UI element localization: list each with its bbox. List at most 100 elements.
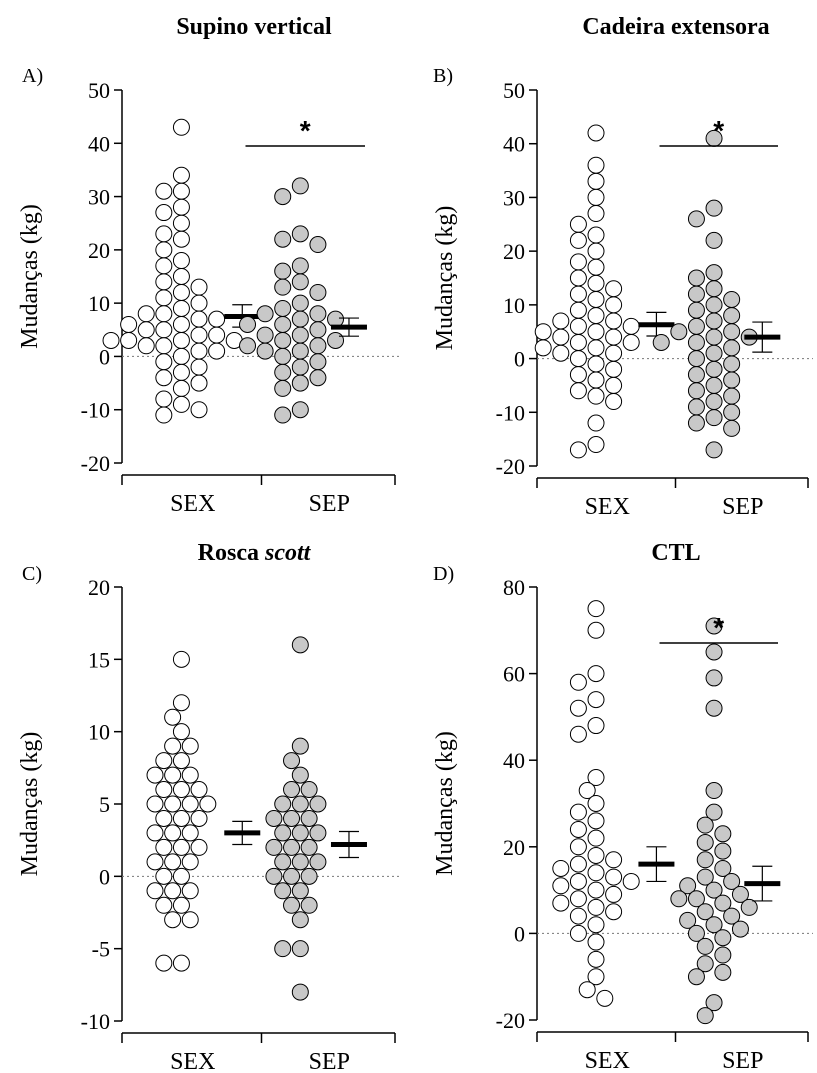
y-tick-label: 60 [503,662,525,687]
data-point [622,317,640,335]
data-point [552,328,570,346]
data-point [569,301,587,319]
data-point [190,838,208,856]
data-point [190,294,208,312]
data-point [587,242,605,260]
data-point [687,350,705,368]
data-point [696,955,714,973]
data-point [155,305,173,323]
data-point [172,694,190,712]
data-point [705,328,723,346]
data-point [605,360,623,378]
y-tick-label: -10 [81,1009,110,1034]
data-point [172,395,190,413]
data-point [190,358,208,376]
data-point [605,280,623,298]
data-point [274,188,292,206]
data-point [190,342,208,360]
data-point [291,294,309,312]
data-point [172,347,190,365]
y-tick-label: 50 [503,78,525,103]
data-point [605,312,623,330]
data-point [172,650,190,668]
y-tick-label: 40 [503,748,525,773]
data-point [300,809,318,827]
data-point [696,816,714,834]
panel-3: Rosca scott C) -10 -5 0 5 10 15 20 Mudanças (kg) SE… [17,540,400,1073]
data-point [569,253,587,271]
y-tick-label: 0 [99,864,110,889]
data-point [283,867,301,885]
data-point [705,231,723,249]
data-point [723,387,741,405]
data-point [164,911,182,929]
data-point [172,299,190,317]
data-point [687,269,705,287]
data-point [291,225,309,243]
data-point [723,403,741,421]
data-point [155,241,173,259]
data-point [587,205,605,223]
data-point [172,809,190,827]
data-point [605,885,623,903]
data-point [146,766,164,784]
data-point [587,172,605,190]
y-tick-label: 10 [88,291,110,316]
data-point [181,882,199,900]
data-point [587,812,605,830]
panel-2: Cadeira extensora B) -20 -10 0 10 20 30 40 50 Muda… [432,14,813,520]
data-point [587,339,605,357]
data-point [164,737,182,755]
data-point [587,916,605,934]
data-point [587,258,605,276]
significance-marker: * [300,115,311,146]
data-point [687,968,705,986]
x-category-label: SEP [309,491,350,517]
data-point [172,230,190,248]
data-point [190,781,208,799]
data-point [172,954,190,972]
data-point [256,342,274,360]
data-point [274,278,292,296]
data-point [274,262,292,280]
data-point [181,795,199,813]
y-tick-label: 30 [88,185,110,210]
y-tick-label: 30 [503,185,525,210]
data-point [265,867,283,885]
series-SEX [102,118,261,424]
y-tick-label: 80 [503,575,525,600]
data-point [291,326,309,344]
x-category-label: SEX [170,1049,215,1073]
series-SEX [534,124,675,459]
y-tick-label: 20 [503,835,525,860]
chart-title: Rosca scott [198,540,312,566]
data-point [569,725,587,743]
data-point [596,989,614,1007]
data-point [172,331,190,349]
data-point [569,838,587,856]
data-point [687,890,705,908]
data-point [120,331,138,349]
data-point [172,379,190,397]
panel-label: C) [22,563,42,585]
data-point [723,339,741,357]
data-point [172,166,190,184]
data-point [587,933,605,951]
data-point [239,337,257,355]
data-point [705,360,723,378]
data-point [587,717,605,735]
data-point [265,838,283,856]
data-point [265,809,283,827]
data-point [172,896,190,914]
data-point [569,350,587,368]
data-point [291,737,309,755]
x-category-label: SEP [722,494,763,520]
data-point [164,708,182,726]
data-point [605,903,623,921]
y-tick-label: -20 [81,451,110,476]
data-point [309,321,327,339]
data-point [696,833,714,851]
data-point [687,398,705,416]
data-point [155,337,173,355]
data-point [552,344,570,362]
